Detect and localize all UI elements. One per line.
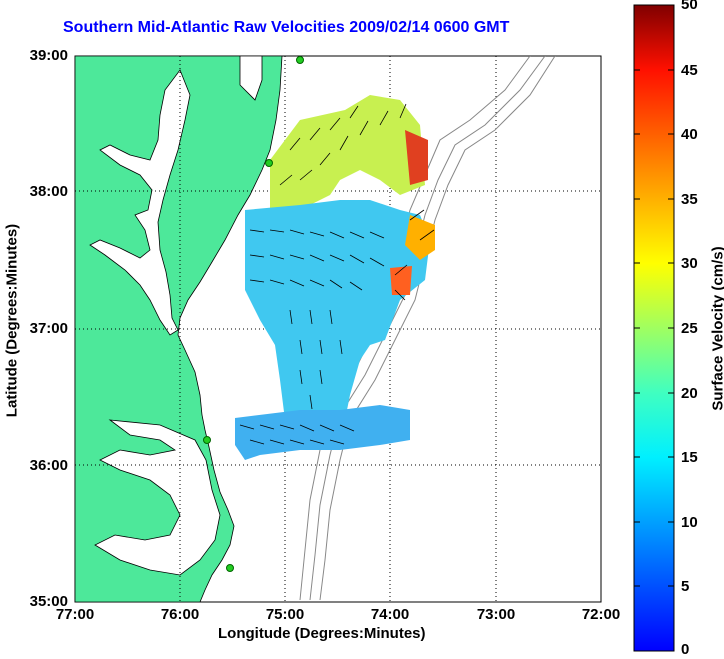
colorbar-tick-label: 10 — [681, 514, 698, 531]
colorbar-tick-label: 30 — [681, 255, 698, 272]
delaware-bay — [239, 56, 263, 101]
colorbar-tick-label: 40 — [681, 126, 698, 143]
y-tick-label: 39:00 — [29, 47, 68, 64]
x-axis-title: Longitude (Degrees:Minutes) — [218, 625, 426, 642]
colorbar-ticks — [634, 4, 674, 587]
x-tick-label: 72:00 — [581, 606, 621, 623]
chesapeake-bay — [89, 69, 191, 336]
colorbar-tick-label: 50 — [681, 0, 698, 13]
x-tick-label: 76:00 — [160, 606, 200, 623]
y-tick-label: 38:00 — [29, 183, 68, 200]
colorbar-tick-label: 25 — [681, 320, 698, 337]
x-tick-label: 74:00 — [370, 606, 410, 623]
station-marker — [265, 159, 273, 167]
velocity-field — [235, 95, 435, 460]
x-tick-label: 77:00 — [55, 606, 95, 623]
y-axis-title: Latitude (Degrees:Minutes) — [3, 223, 21, 418]
map-title: Southern Mid-Atlantic Raw Velocities 200… — [63, 19, 510, 36]
x-tick-label: 73:00 — [476, 606, 516, 623]
radar-stations — [203, 56, 304, 572]
station-marker — [203, 436, 211, 444]
x-tick-label: 75:00 — [265, 606, 305, 623]
y-tick-label: 35:00 — [29, 593, 68, 610]
y-tick-label: 36:00 — [29, 457, 68, 474]
y-tick-label: 37:00 — [29, 320, 68, 337]
colorbar-title: Surface Velocity (cm/s) — [709, 246, 724, 411]
colorbar-tick-label: 5 — [681, 578, 690, 595]
colorbar-tick-label: 35 — [681, 191, 698, 208]
colorbar-tick-label: 0 — [681, 641, 690, 658]
station-marker — [226, 564, 234, 572]
colorbar-tick-label: 15 — [681, 449, 698, 466]
colorbar — [633, 4, 675, 652]
velocity-arrows — [239, 103, 435, 445]
pamlico-sound — [94, 419, 221, 576]
station-marker — [296, 56, 304, 64]
colorbar-tick-label: 20 — [681, 385, 698, 402]
colorbar-tick-label: 45 — [681, 62, 698, 79]
